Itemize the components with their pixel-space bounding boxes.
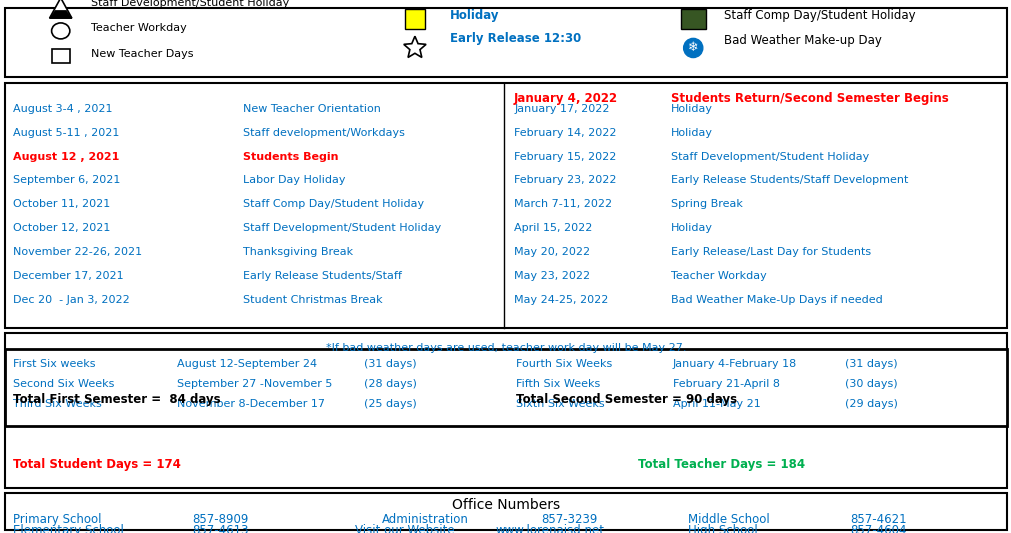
Text: Early Release 12:30: Early Release 12:30 <box>450 32 581 45</box>
Text: Student Christmas Break: Student Christmas Break <box>243 295 382 305</box>
Text: Sixth Six Weeks: Sixth Six Weeks <box>516 399 605 409</box>
Text: Holiday: Holiday <box>450 9 499 21</box>
Text: (29 days): (29 days) <box>844 399 897 409</box>
Text: Second Six Weeks: Second Six Weeks <box>13 379 114 389</box>
Text: Bad Weather Make-up Day: Bad Weather Make-up Day <box>723 34 881 47</box>
Text: New Teacher Days: New Teacher Days <box>91 49 193 59</box>
Text: Bad Weather Make-Up Days if needed: Bad Weather Make-Up Days if needed <box>670 295 882 305</box>
Text: August 3-4 , 2021: August 3-4 , 2021 <box>13 104 112 114</box>
Text: Students Return/Second Semester Begins: Students Return/Second Semester Begins <box>670 92 947 105</box>
Text: Total Teacher Days = 184: Total Teacher Days = 184 <box>637 458 804 471</box>
Text: January 17, 2022: January 17, 2022 <box>514 104 609 114</box>
Text: Thanksgiving Break: Thanksgiving Break <box>243 247 353 257</box>
Text: Early Release Students/Staff: Early Release Students/Staff <box>243 271 401 281</box>
Text: Spring Break: Spring Break <box>670 199 742 209</box>
Text: 857-8909: 857-8909 <box>192 513 249 526</box>
Text: *If bad weather days are used, teacher work day will be May 27.: *If bad weather days are used, teacher w… <box>326 343 685 353</box>
FancyBboxPatch shape <box>5 333 1006 488</box>
Text: (25 days): (25 days) <box>364 399 417 409</box>
Text: Holiday: Holiday <box>670 128 713 138</box>
Text: January 4-February 18: January 4-February 18 <box>672 359 797 369</box>
Text: August 12-September 24: August 12-September 24 <box>177 359 316 369</box>
Text: November 22-26, 2021: November 22-26, 2021 <box>13 247 143 257</box>
Text: Students Begin: Students Begin <box>243 151 338 161</box>
Text: Total First Semester =  84 days: Total First Semester = 84 days <box>13 393 220 406</box>
Text: Holiday: Holiday <box>670 223 713 233</box>
Text: Staff Development/Student Holiday: Staff Development/Student Holiday <box>243 223 441 233</box>
Text: Holiday: Holiday <box>670 104 713 114</box>
FancyBboxPatch shape <box>5 83 1006 328</box>
FancyBboxPatch shape <box>52 49 70 63</box>
Text: Elementary School: Elementary School <box>13 524 124 533</box>
Text: February 14, 2022: February 14, 2022 <box>514 128 616 138</box>
Polygon shape <box>50 11 72 18</box>
Text: February 23, 2022: February 23, 2022 <box>514 175 616 185</box>
Text: Staff Development/Student Holiday: Staff Development/Student Holiday <box>91 0 289 8</box>
Text: January 4, 2022: January 4, 2022 <box>514 92 618 105</box>
Text: November 8-December 17: November 8-December 17 <box>177 399 325 409</box>
Text: Total Student Days = 174: Total Student Days = 174 <box>13 458 181 471</box>
Text: September 27 -November 5: September 27 -November 5 <box>177 379 333 389</box>
Text: 857-4621: 857-4621 <box>849 513 906 526</box>
Polygon shape <box>50 0 72 18</box>
Text: Teacher Workday: Teacher Workday <box>670 271 766 281</box>
Text: Labor Day Holiday: Labor Day Holiday <box>243 175 345 185</box>
Text: Dec 20  - Jan 3, 2022: Dec 20 - Jan 3, 2022 <box>13 295 129 305</box>
Text: October 11, 2021: October 11, 2021 <box>13 199 110 209</box>
Text: (31 days): (31 days) <box>364 359 417 369</box>
Text: Teacher Workday: Teacher Workday <box>91 23 187 33</box>
Text: 857-3239: 857-3239 <box>541 513 598 526</box>
Text: Fourth Six Weeks: Fourth Six Weeks <box>516 359 612 369</box>
FancyBboxPatch shape <box>5 349 1006 426</box>
Text: (31 days): (31 days) <box>844 359 897 369</box>
Text: Staff Development/Student Holiday: Staff Development/Student Holiday <box>670 151 868 161</box>
FancyBboxPatch shape <box>680 9 706 29</box>
Text: New Teacher Orientation: New Teacher Orientation <box>243 104 380 114</box>
Text: Office Numbers: Office Numbers <box>452 498 559 512</box>
Text: Staff Comp Day/Student Holiday: Staff Comp Day/Student Holiday <box>243 199 424 209</box>
Text: Visit our Website: Visit our Website <box>355 524 454 533</box>
Text: Early Release/Last Day for Students: Early Release/Last Day for Students <box>670 247 870 257</box>
Text: October 12, 2021: October 12, 2021 <box>13 223 110 233</box>
Text: August 12 , 2021: August 12 , 2021 <box>13 151 119 161</box>
Text: (30 days): (30 days) <box>844 379 897 389</box>
FancyBboxPatch shape <box>5 8 1006 77</box>
Text: First Six weeks: First Six weeks <box>13 359 96 369</box>
Text: 857-4604: 857-4604 <box>849 524 906 533</box>
Text: December 17, 2021: December 17, 2021 <box>13 271 123 281</box>
Text: May 24-25, 2022: May 24-25, 2022 <box>514 295 608 305</box>
Text: www.lorenaisd.net: www.lorenaisd.net <box>495 524 605 533</box>
Text: April 15, 2022: April 15, 2022 <box>514 223 591 233</box>
Text: Staff development/Workdays: Staff development/Workdays <box>243 128 404 138</box>
Text: March 7-11, 2022: March 7-11, 2022 <box>514 199 612 209</box>
Text: Early Release Students/Staff Development: Early Release Students/Staff Development <box>670 175 908 185</box>
FancyBboxPatch shape <box>404 9 425 29</box>
Text: Primary School: Primary School <box>13 513 101 526</box>
Ellipse shape <box>52 23 70 39</box>
Text: May 20, 2022: May 20, 2022 <box>514 247 589 257</box>
Text: Middle School: Middle School <box>687 513 769 526</box>
Ellipse shape <box>683 38 702 58</box>
Text: Staff Comp Day/Student Holiday: Staff Comp Day/Student Holiday <box>723 9 914 21</box>
Text: April 11-May 21: April 11-May 21 <box>672 399 760 409</box>
Text: (28 days): (28 days) <box>364 379 417 389</box>
Text: Total Second Semester = 90 days: Total Second Semester = 90 days <box>516 393 737 406</box>
Text: High School: High School <box>687 524 757 533</box>
Text: ❄: ❄ <box>687 42 698 54</box>
Text: February 21-April 8: February 21-April 8 <box>672 379 779 389</box>
Text: February 15, 2022: February 15, 2022 <box>514 151 616 161</box>
Polygon shape <box>403 36 426 58</box>
Text: Fifth Six Weeks: Fifth Six Weeks <box>516 379 600 389</box>
Text: 857-4613: 857-4613 <box>192 524 249 533</box>
Text: Third Six Weeks: Third Six Weeks <box>13 399 102 409</box>
Text: Administration: Administration <box>381 513 468 526</box>
Text: August 5-11 , 2021: August 5-11 , 2021 <box>13 128 119 138</box>
FancyBboxPatch shape <box>5 493 1006 530</box>
Text: September 6, 2021: September 6, 2021 <box>13 175 120 185</box>
Text: May 23, 2022: May 23, 2022 <box>514 271 589 281</box>
